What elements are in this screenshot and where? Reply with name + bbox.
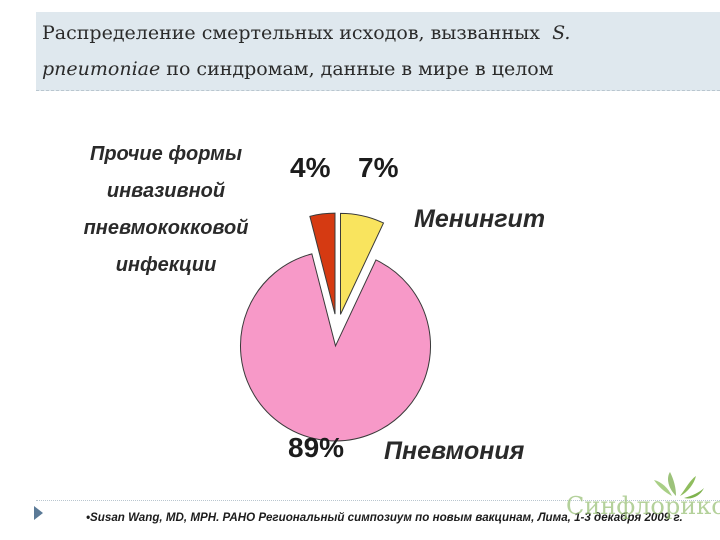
slide-title-line-1: Распределение смертельных исходов, вызва… <box>42 22 570 44</box>
leaf-icon <box>654 472 704 499</box>
pie-slice-pneumonia <box>240 253 431 442</box>
title-species-name: pneumoniae <box>42 58 161 80</box>
title-bar: Распределение смертельных исходов, вызва… <box>36 12 720 91</box>
slice-label-pneumonia: Пневмония <box>384 437 525 465</box>
slice-label-other: Прочие формы инвазивной пневмококковой и… <box>83 143 249 276</box>
bullet-arrow-icon <box>34 506 43 520</box>
value-label-pneumonia: 89% <box>288 432 345 463</box>
slice-label-meningitis: Менингит <box>414 205 546 233</box>
title-text-2: по синдромам, данные в мире в целом <box>166 58 554 80</box>
pie-slice-meningitis <box>339 212 385 315</box>
brand-logo: Синфлорикс <box>566 470 720 530</box>
footer-divider <box>36 500 720 501</box>
slide-title-line-2: pneumoniae по синдромам, данные в мире в… <box>42 58 554 80</box>
value-label-meningitis: 7% <box>358 152 399 183</box>
pie-slice-other <box>309 212 336 315</box>
title-species-abbrev: S. <box>552 22 571 44</box>
citation: •Susan Wang, MD, MPH. PAHO Региональный … <box>86 511 683 524</box>
title-text-1: Распределение смертельных исходов, вызва… <box>42 22 540 44</box>
value-label-other: 4% <box>290 152 331 183</box>
logo-text: Синфлорикс <box>566 492 720 520</box>
